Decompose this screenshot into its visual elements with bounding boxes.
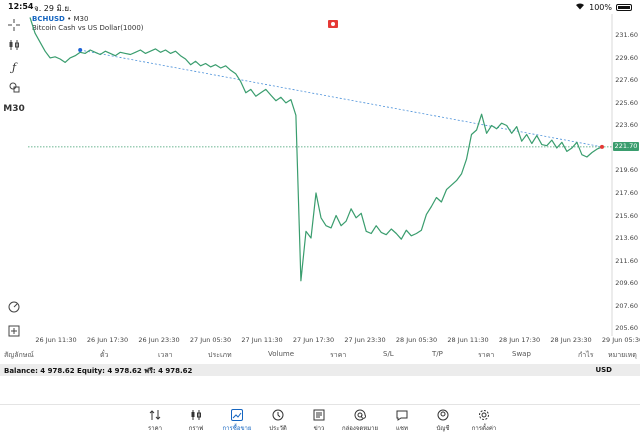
settings-icon: [464, 409, 504, 423]
chat-icon: [382, 409, 422, 423]
table-header-cell[interactable]: ตั๋ว: [100, 351, 109, 359]
balance-currency: USD: [595, 366, 612, 374]
objects-icon[interactable]: [4, 78, 24, 96]
table-header-cell[interactable]: สัญลักษณ์: [4, 351, 34, 359]
tab-chat[interactable]: แชท: [382, 409, 422, 433]
status-time: 12:54: [8, 2, 34, 11]
price-tick-label: 205.60: [615, 324, 638, 333]
news-icon: [299, 409, 339, 423]
price-tick-label: 209.60: [615, 279, 638, 288]
time-tick-label: 28 Jun 11:30: [447, 336, 489, 344]
quotes-icon: [135, 409, 175, 423]
time-tick-label: 28 Jun 23:30: [550, 336, 592, 344]
speedometer-icon[interactable]: [4, 298, 24, 316]
price-tick-label: 229.60: [615, 53, 638, 62]
trendline-end-handle[interactable]: [600, 144, 604, 149]
balance-text: Balance: 4 978.62 Equity: 4 978.62 ฟรี: …: [4, 367, 193, 375]
price-tick-label: 215.60: [615, 211, 638, 220]
chart-toolbar: ƒ M30: [0, 14, 28, 337]
flag-icon: [328, 20, 338, 28]
price-series-line: [29, 17, 603, 282]
tab-candles[interactable]: กราฟ: [176, 409, 216, 433]
status-bar: 12:54 จ. 29 มิ.ย. 100%: [0, 0, 640, 14]
mailbox-icon: [340, 409, 380, 423]
tab-label: ราคา: [148, 425, 162, 432]
table-header-cell[interactable]: ราคา: [478, 351, 495, 359]
tab-label: กล่องจดหมาย: [341, 425, 379, 432]
battery-percent: 100%: [589, 2, 612, 12]
tab-mailbox[interactable]: กล่องจดหมาย: [340, 409, 380, 433]
price-axis: 231.60229.60227.60225.60223.60221.60219.…: [612, 14, 640, 336]
price-tick-label: 227.60: [615, 76, 638, 85]
timeframe-button[interactable]: M30: [3, 104, 25, 114]
trade-icon: [217, 409, 257, 423]
table-header-cell[interactable]: S/L: [383, 350, 394, 358]
battery-icon: [616, 3, 632, 11]
table-header-cell[interactable]: เวลา: [158, 351, 173, 359]
time-tick-label: 26 Jun 17:30: [86, 336, 129, 344]
trendline-start-handle[interactable]: [78, 48, 83, 53]
price-tick-label: 231.60: [615, 31, 638, 40]
price-tick-label: 213.60: [615, 234, 638, 243]
tab-label: การซื้อขาย: [222, 425, 252, 432]
price-tick-label: 211.60: [615, 256, 638, 265]
price-tick-label: 225.60: [615, 98, 638, 107]
tab-label: บัญชี: [436, 425, 450, 432]
candles-icon: [176, 409, 216, 423]
symbol-description: Bitcoin Cash vs US Dollar(1000): [32, 24, 144, 32]
table-header-cell[interactable]: ราคา: [330, 351, 347, 359]
time-tick-label: 28 Jun 17:30: [498, 336, 541, 344]
tab-label: แชท: [396, 425, 408, 432]
symbol-name[interactable]: BCHUSD: [32, 15, 65, 23]
table-header-cell[interactable]: หมายเหตุ: [608, 351, 637, 359]
current-price-tag: 221.70: [613, 142, 639, 152]
time-tick-label: 27 Jun 11:30: [241, 336, 283, 344]
tab-label: ข่าว: [313, 425, 325, 432]
time-tick-label: 28 Jun 05:30: [395, 336, 438, 344]
table-header-cell[interactable]: Volume: [268, 350, 295, 358]
time-tick-label: 27 Jun 23:30: [344, 336, 386, 344]
tab-history[interactable]: ประวัติ: [258, 409, 298, 433]
table-header-cell[interactable]: T/P: [432, 350, 443, 358]
time-tick-label: 26 Jun 11:30: [35, 336, 77, 344]
time-tick-label: 27 Jun 17:30: [292, 336, 335, 344]
add-order-icon[interactable]: [4, 322, 24, 340]
price-tick-label: 217.60: [615, 189, 638, 197]
price-tick-label: 223.60: [615, 121, 638, 130]
price-tick-label: 207.60: [615, 301, 638, 310]
candles-icon[interactable]: [4, 36, 24, 54]
price-tick-label: 219.60: [615, 166, 638, 175]
trade-table-header: สัญลักษณ์ ตั๋ว เวลา ประเภท Volume ราคา S/L T/P ร…: [0, 348, 640, 360]
indicators-icon[interactable]: ƒ: [11, 60, 17, 74]
tab-label: กราฟ: [188, 425, 204, 432]
time-tick-label: 29 Jun 05:30: [601, 336, 640, 344]
table-header-cell[interactable]: ประเภท: [208, 351, 232, 359]
table-header-cell[interactable]: Swap: [512, 350, 531, 358]
trendline[interactable]: [80, 49, 603, 148]
time-tick-label: 27 Jun 05:30: [189, 336, 232, 344]
bottom-tab-bar: ราคา กราฟ การซื้อขาย ประวัติ ข่าว กล่องจดหมาย…: [0, 404, 640, 447]
tab-quotes[interactable]: ราคา: [135, 409, 175, 433]
wifi-icon: [575, 2, 585, 12]
tab-news[interactable]: ข่าว: [299, 409, 339, 433]
status-right: 100%: [575, 2, 632, 12]
tab-label: การตั้งค่า: [471, 425, 497, 432]
time-axis: 26 Jun 11:30 26 Jun 17:30 26 Jun 23:30 27 J…: [28, 336, 640, 346]
tab-settings[interactable]: การตั้งค่า: [464, 409, 504, 433]
tab-trade[interactable]: การซื้อขาย: [217, 409, 257, 433]
tab-label: ประวัติ: [269, 425, 287, 432]
tab-account[interactable]: บัญชี: [423, 409, 463, 433]
symbol-timeframe: M30: [73, 15, 89, 23]
time-tick-label: 26 Jun 23:30: [138, 336, 180, 344]
crosshair-icon[interactable]: [4, 16, 24, 34]
table-header-cell[interactable]: กำไร: [578, 351, 594, 359]
status-date: จ. 29 มิ.ย.: [34, 4, 72, 13]
price-chart[interactable]: [28, 14, 640, 336]
history-icon: [258, 409, 298, 423]
account-icon: [423, 409, 463, 423]
symbol-info: BCHUSD • M30 Bitcoin Cash vs US Dollar(1…: [32, 15, 144, 32]
balance-row: Balance: 4 978.62 Equity: 4 978.62 ฟรี: …: [0, 364, 640, 376]
